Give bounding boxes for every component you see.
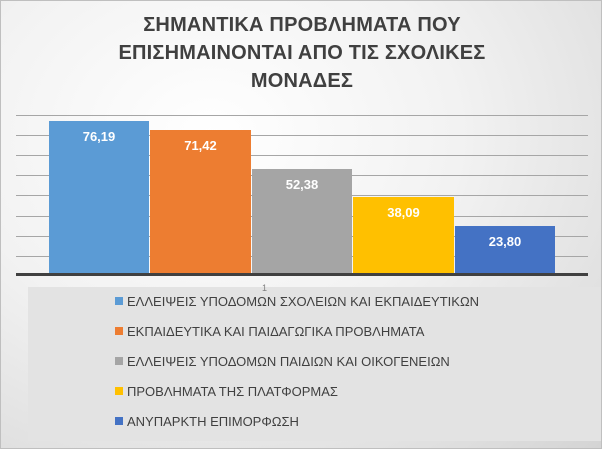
bar-value-label: 38,09 [387,205,420,220]
bar-value-label: 23,80 [488,234,522,249]
gridline [16,115,588,116]
legend-label: ΑΝΥΠΑΡΚΤΗ ΕΠΙΜΟΡΦΩΣΗ [127,413,299,429]
legend-item: ΕΛΛΕΙΨΕΙΣ ΥΠΟΔΟΜΩΝ ΣΧΟΛΕΙΩΝ ΚΑΙ ΕΚΠΑΙΔΕΥ… [115,291,479,311]
legend-item: ΕΛΛΕΙΨΕΙΣ ΥΠΟΔΟΜΩΝ ΠΑΙΔΙΩΝ ΚΑΙ ΟΙΚΟΓΕΝΕΙ… [115,351,450,371]
legend-label: ΕΛΛΕΙΨΕΙΣ ΥΠΟΔΟΜΩΝ ΠΑΙΔΙΩΝ ΚΑΙ ΟΙΚΟΓΕΝΕΙ… [127,353,450,369]
legend-item: ΑΝΥΠΑΡΚΤΗ ΕΠΙΜΟΡΦΩΣΗ [115,411,299,431]
plot-area: 76,19 71,42 52,38 38,09 23,80 [16,101,588,277]
legend-swatch-icon [115,417,123,425]
legend-item: ΠΡΟΒΛΗΜΑΤΑ ΤΗΣ ΠΛΑΤΦΟΡΜΑΣ [115,381,338,401]
legend-label: ΠΡΟΒΛΗΜΑΤΑ ΤΗΣ ΠΛΑΤΦΟΡΜΑΣ [127,383,338,399]
legend-item: ΕΚΠΑΙΔΕΥΤΙΚΑ ΚΑΙ ΠΑΙΔΑΓΩΓΙΚΑ ΠΡΟΒΛΗΜΑΤΑ [115,321,424,341]
chart-title: ΣΗΜΑΝΤΙΚΑ ΠΡΟΒΛΗΜΑΤΑ ΠΟΥ ΕΠΙΣΗΜΑΙΝΟΝΤΑΙ … [1,11,602,95]
legend-swatch-icon [115,327,123,335]
bar-value-label: 52,38 [285,177,319,192]
legend-swatch-icon [115,357,123,365]
gridline [16,155,588,156]
legend-label: ΕΚΠΑΙΔΕΥΤΙΚΑ ΚΑΙ ΠΑΙΔΑΓΩΓΙΚΑ ΠΡΟΒΛΗΜΑΤΑ [127,323,425,339]
x-axis-tick-label: 1 [262,283,268,293]
x-axis-line [16,273,588,276]
bar-no-training: 23,80 [455,226,555,274]
chart-title-line-1: ΣΗΜΑΝΤΙΚΑ ΠΡΟΒΛΗΜΑΤΑ ΠΟΥ [143,14,461,36]
bar-value-label: 76,19 [82,129,116,144]
bar-value-label: 71,42 [184,138,217,153]
bar-school-infrastructure: 76,19 [49,121,149,274]
bar-family-infrastructure: 52,38 [252,169,352,274]
chart-title-line-2: ΕΠΙΣΗΜΑΙΝΟΝΤΑΙ ΑΠΟ ΤΙΣ ΣΧΟΛΙΚΕΣ [118,42,486,64]
bar-platform-problems: 38,09 [353,197,454,274]
bar-educational-problems: 71,42 [150,130,251,274]
chart-title-line-3: ΜΟΝΑΔΕΣ [250,70,354,92]
legend-label: ΕΛΛΕΙΨΕΙΣ ΥΠΟΔΟΜΩΝ ΣΧΟΛΕΙΩΝ ΚΑΙ ΕΚΠΑΙΔΕΥ… [127,293,480,309]
legend: 1 ΕΛΛΕΙΨΕΙΣ ΥΠΟΔΟΜΩΝ ΣΧΟΛΕΙΩΝ ΚΑΙ ΕΚΠΑΙΔ… [28,283,601,441]
legend-swatch-icon [115,297,123,305]
gridline [16,135,588,136]
legend-swatch-icon [115,387,123,395]
